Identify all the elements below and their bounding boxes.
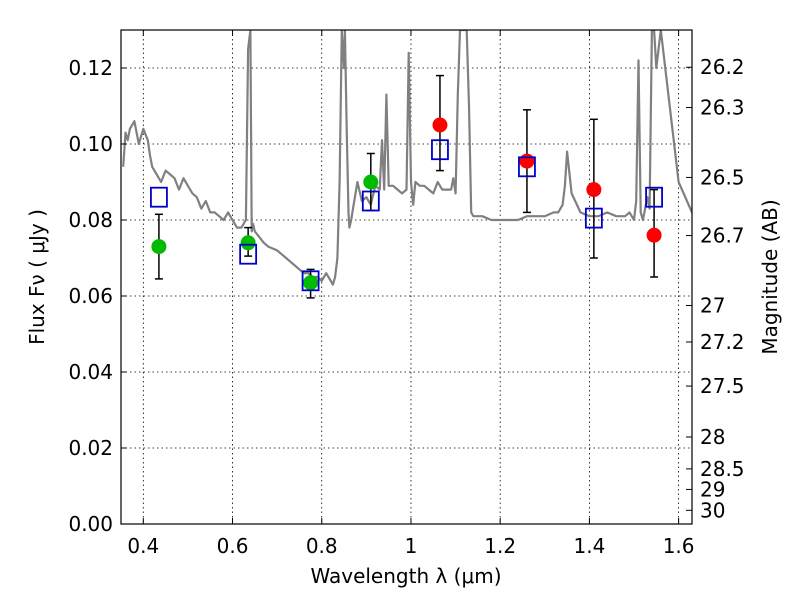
y-axis-label: Flux Fν ( μJy ) bbox=[25, 209, 49, 345]
data-point-circle bbox=[432, 117, 448, 133]
y-tick-label: 0.00 bbox=[68, 512, 113, 536]
plot-frame bbox=[120, 29, 693, 525]
data-point-square bbox=[584, 207, 603, 229]
right-tick-label: 28 bbox=[700, 425, 725, 449]
x-tick-label: 1.4 bbox=[573, 534, 605, 558]
data-point-circle bbox=[240, 235, 256, 251]
x-tick-label: 0.4 bbox=[127, 534, 159, 558]
data-point-square bbox=[518, 156, 536, 178]
data-point-circle bbox=[646, 227, 662, 243]
y-tick-label: 0.02 bbox=[68, 436, 113, 460]
y-tick-label: 0.06 bbox=[68, 284, 113, 308]
data-point-square bbox=[239, 243, 258, 265]
x-tick-label: 1.2 bbox=[484, 534, 516, 558]
y-tick-labels: 0.00 0.02 0.04 0.06 0.08 0.10 0.12 bbox=[68, 56, 113, 536]
data-point-square bbox=[301, 270, 320, 292]
right-tick-label: 26.2 bbox=[700, 55, 745, 79]
data-point-square bbox=[150, 186, 168, 208]
data-point-square bbox=[431, 139, 449, 161]
right-tick-label: 30 bbox=[700, 498, 725, 522]
y-tick-label: 0.08 bbox=[68, 208, 113, 232]
axis-ticks bbox=[121, 30, 692, 525]
right-tick-label: 26.3 bbox=[700, 96, 745, 120]
right-tick-label: 27 bbox=[700, 294, 725, 318]
data-point-square bbox=[645, 186, 663, 208]
right-tick-label: 27.5 bbox=[700, 374, 745, 398]
data-point-circle bbox=[363, 174, 379, 190]
y-tick-label: 0.12 bbox=[68, 56, 113, 80]
x-tick-label: 1.6 bbox=[663, 534, 695, 558]
right-tick-label: 26.5 bbox=[700, 165, 745, 189]
x-axis-label: Wavelength λ (μm) bbox=[310, 564, 501, 588]
data-markers bbox=[150, 117, 663, 292]
data-point-circle bbox=[151, 239, 167, 255]
data-point-circle bbox=[519, 153, 535, 169]
x-tick-label: 0.6 bbox=[217, 534, 249, 558]
y-tick-label: 0.04 bbox=[68, 360, 113, 384]
x-tick-label: 1 bbox=[405, 534, 418, 558]
x-tick-label: 0.8 bbox=[306, 534, 338, 558]
y-tick-label: 0.10 bbox=[68, 132, 113, 156]
right-tick-label: 27.2 bbox=[700, 330, 745, 354]
data-point-square bbox=[361, 190, 380, 212]
right-tick-label: 28.5 bbox=[700, 457, 745, 481]
x-tick-labels: 0.4 0.6 0.8 1 1.2 1.4 1.6 bbox=[127, 534, 694, 558]
data-point-circle bbox=[586, 182, 602, 198]
right-tick-label: 26.7 bbox=[700, 224, 745, 248]
right-axis-label: Magnitude (AB) bbox=[758, 199, 782, 354]
data-point-circle bbox=[303, 275, 319, 291]
right-tick-label: 29 bbox=[700, 477, 725, 501]
